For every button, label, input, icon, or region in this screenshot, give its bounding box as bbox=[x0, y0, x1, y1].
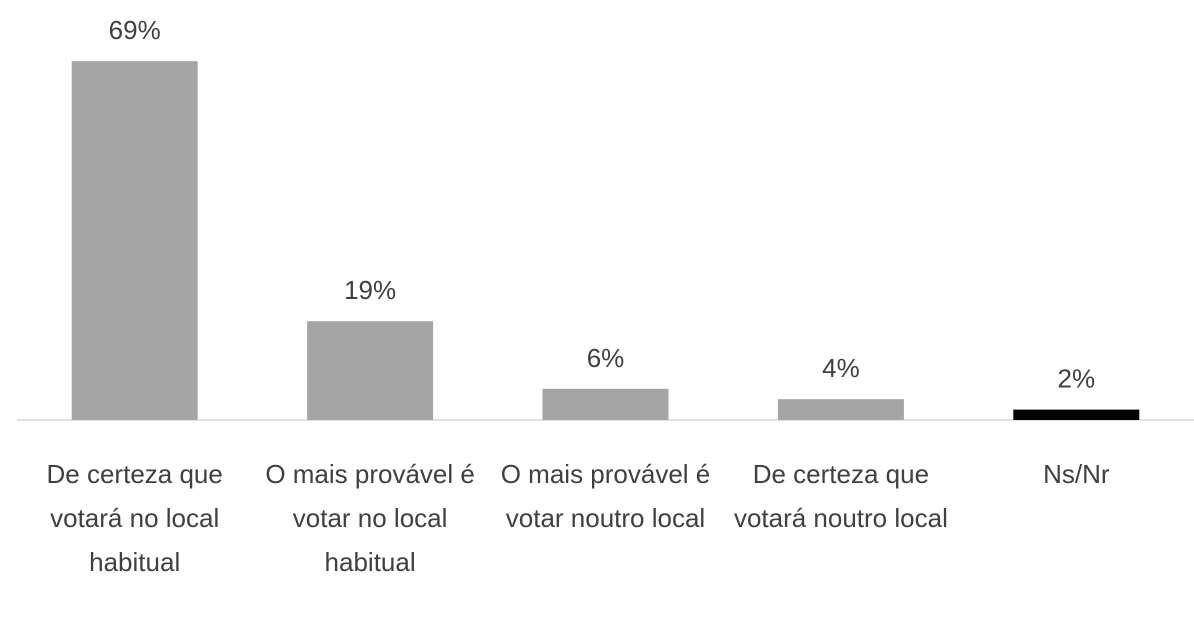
x-tick-label: Ns/Nr bbox=[1043, 459, 1110, 489]
x-tick-label: De certeza que votará no local habitual bbox=[46, 459, 223, 577]
bar bbox=[1013, 409, 1140, 420]
bar bbox=[71, 61, 198, 420]
value-label: 69% bbox=[109, 15, 161, 45]
bar bbox=[307, 321, 434, 420]
bar bbox=[542, 388, 669, 420]
x-tick-label: O mais provável é votar no local habitua… bbox=[265, 459, 475, 577]
value-label: 6% bbox=[587, 343, 625, 373]
bar bbox=[777, 399, 904, 420]
value-label: 4% bbox=[822, 353, 860, 383]
value-label: 19% bbox=[344, 275, 396, 305]
x-tick-label: O mais provável é votar noutro local bbox=[500, 459, 711, 533]
value-label: 2% bbox=[1058, 364, 1096, 394]
x-tick-label: De certeza que votará noutro local bbox=[733, 459, 948, 533]
